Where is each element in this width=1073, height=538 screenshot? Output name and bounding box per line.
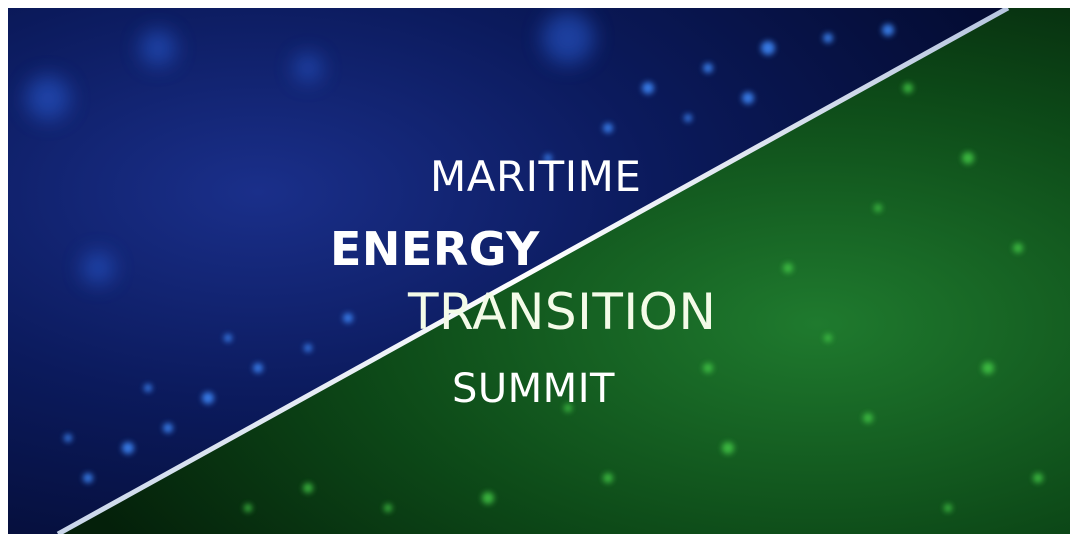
title-line-summit-text: SUMMIT — [452, 366, 615, 412]
title-line-transition-text: TRANSITION — [408, 283, 717, 341]
blue-particles — [64, 24, 894, 483]
title-line-summit: SUMMIT — [438, 362, 668, 416]
title-line-maritime-text: MARITIME — [430, 152, 642, 201]
blue-bokeh — [26, 12, 594, 284]
summit-title: MARITIME ENERGY TRANSITION SUMMIT — [8, 8, 1070, 534]
event-banner: MARITIME ENERGY TRANSITION SUMMIT — [8, 8, 1070, 534]
title-line-energy: ENERGY — [270, 220, 570, 278]
title-line-maritime: MARITIME — [416, 150, 676, 204]
title-line-transition: TRANSITION — [388, 281, 988, 343]
title-line-energy-text: ENERGY — [330, 222, 540, 276]
